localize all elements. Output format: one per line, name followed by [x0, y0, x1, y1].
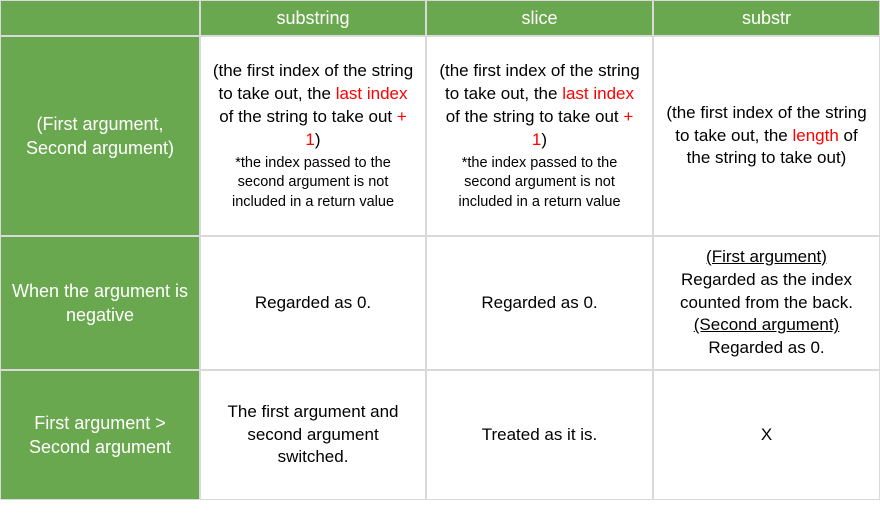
col-header-slice: slice: [426, 0, 653, 36]
comparison-table: substring slice substr (First argument, …: [0, 0, 880, 500]
cell-args-substring: (the first index of the string to take o…: [200, 36, 426, 236]
cell-neg-slice: Regarded as 0.: [426, 236, 653, 370]
row-header-order: First argument > Second argument: [0, 370, 200, 500]
cell-neg-substr: (First argument) Regarded as the index c…: [653, 236, 880, 370]
row-header-negative: When the argument is negative: [0, 236, 200, 370]
cell-order-substring: The first argument and second argument s…: [200, 370, 426, 500]
cell-args-substr: (the first index of the string to take o…: [653, 36, 880, 236]
cell-neg-substring: Regarded as 0.: [200, 236, 426, 370]
corner-cell: [0, 0, 200, 36]
cell-args-slice: (the first index of the string to take o…: [426, 36, 653, 236]
col-header-substring: substring: [200, 0, 426, 36]
cell-order-slice: Treated as it is.: [426, 370, 653, 500]
cell-order-substr: X: [653, 370, 880, 500]
row-header-args: (First argument, Second argument): [0, 36, 200, 236]
col-header-substr: substr: [653, 0, 880, 36]
